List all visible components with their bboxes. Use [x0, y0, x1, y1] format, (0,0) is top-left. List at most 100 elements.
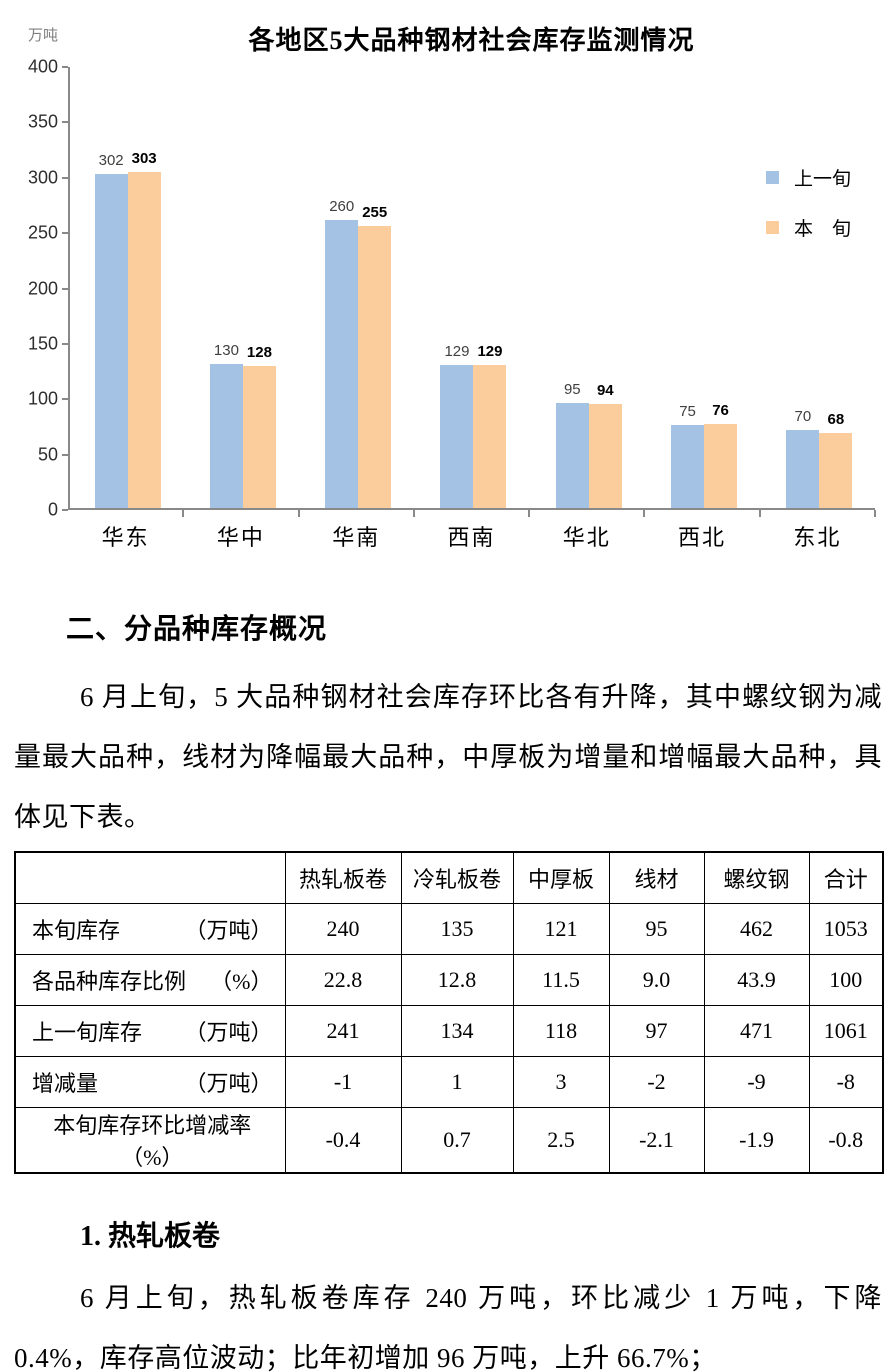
y-axis-tick-mark: [62, 342, 68, 345]
table-cell: 2.5: [512, 1106, 610, 1173]
y-axis-tick-label: 200: [27, 278, 58, 298]
chart-bar: 75: [671, 403, 705, 508]
bar-value-label: 128: [246, 344, 272, 362]
section-heading: 二、分品种库存概况: [66, 614, 328, 645]
legend-item: 上一旬: [766, 164, 851, 191]
table-cell: 9.0: [608, 953, 705, 1006]
plot-area: 302 303 130 128 260 255 129 129 95 94 75 76 70 68: [68, 67, 875, 510]
bar-value-label: 255: [362, 203, 388, 221]
x-axis-category-label: 华北: [562, 525, 611, 550]
x-axis-category-label: 华南: [332, 525, 381, 550]
table-cell: -1.9: [703, 1106, 810, 1173]
y-axis-tick-label: 150: [27, 333, 58, 354]
row-label-cell: 增减量 （万吨）: [14, 1055, 286, 1108]
table-cell: -9: [703, 1055, 810, 1108]
row-label-cell: 上一旬库存 （万吨）: [14, 1004, 286, 1057]
table-cell: -1: [284, 1055, 402, 1108]
table-cell: 1061: [808, 1004, 884, 1057]
bar-group: 70 68: [762, 67, 877, 508]
row-label: 增减量: [32, 1070, 99, 1096]
table-cell: 12.8: [400, 953, 514, 1006]
table-cell: 121: [512, 902, 610, 955]
row-label: 各品种库存比例: [32, 968, 187, 994]
chart-bar: 260: [325, 198, 359, 508]
table-row: 各品种库存比例 （%） 22.8 12.8 11.5 9.0 43.9 100: [14, 953, 884, 1006]
table-cell: 471: [703, 1004, 810, 1057]
bar-value-label: 94: [596, 381, 614, 399]
row-label: 本旬库存: [32, 917, 121, 943]
table-cell: 134: [400, 1004, 514, 1057]
table-cell: -0.4: [284, 1106, 402, 1173]
table-cell: 11.5: [512, 953, 610, 1006]
x-axis-tick-mark: [643, 510, 646, 517]
inventory-table: 热轧板卷 冷轧板卷 中厚板 线材 螺纹钢 合计 本旬库存 （万吨） 240 135 121 95 462…: [14, 851, 884, 1174]
subsection-paragraph: 6 月上旬，热轧板卷库存 240 万吨，环比减少 1 万吨，下降 0.4%，库存…: [14, 1282, 882, 1372]
table-row: 本旬库存 （万吨） 240 135 121 95 462 1053: [14, 902, 884, 955]
bar-value-label: 68: [827, 410, 845, 428]
table-cell: -2.1: [608, 1106, 705, 1173]
chart-bar: 128: [242, 344, 276, 508]
x-axis-tick-mark: [182, 510, 185, 517]
row-label-cell: 本旬库存 （万吨）: [14, 902, 286, 955]
legend-swatch: [766, 221, 779, 234]
bar-group: 95 94: [531, 67, 646, 508]
table-row: 上一旬库存 （万吨） 241 134 118 97 471 1061: [14, 1004, 884, 1057]
row-unit: （万吨）: [184, 1070, 273, 1096]
chart-bar: 130: [209, 342, 243, 508]
section-paragraph: 6 月上旬，5 大品种钢材社会库存环比各有升降，其中螺纹钢为减量最大品种，线材为…: [14, 682, 882, 832]
table-cell: 3: [512, 1055, 610, 1108]
chart-bar: 94: [588, 382, 622, 508]
x-axis-tick-mark: [758, 510, 761, 517]
bar-value-label: 95: [563, 380, 581, 398]
row-label-cell: 本旬库存环比增减率（%）: [14, 1106, 286, 1173]
y-axis-unit-label: 万吨: [28, 28, 59, 44]
x-axis-category-label: 西北: [678, 525, 727, 550]
bar-value-label: 129: [444, 343, 470, 361]
y-axis-tick-mark: [62, 398, 68, 401]
table-header-cell: 螺纹钢: [703, 851, 810, 904]
bar-group: 75 76: [646, 67, 761, 508]
chart-title: 各地区5大品种钢材社会库存监测情况: [248, 26, 695, 55]
bar-value-label: 75: [679, 402, 696, 420]
chart-bar: 129: [440, 343, 474, 508]
y-axis-tick-label: 400: [27, 56, 58, 77]
y-axis-tick-mark: [62, 121, 68, 124]
y-axis-tick-label: 250: [27, 222, 58, 243]
table-cell: 118: [512, 1004, 610, 1057]
chart-legend: 上一旬本 旬: [766, 164, 851, 241]
chart-bar: 68: [819, 411, 853, 508]
bar-group: 129 129: [416, 67, 531, 508]
table-header-cell: 线材: [608, 851, 705, 904]
chart-bar: 76: [704, 402, 738, 508]
regional-inventory-chart: 万吨 各地区5大品种钢材社会库存监测情况 302 303 130 128 260 255 1…: [0, 0, 896, 565]
table-cell: 462: [703, 902, 810, 955]
y-axis-tick-label: 350: [27, 111, 58, 132]
y-axis-tick-label: 300: [27, 167, 58, 188]
table-cell: 97: [608, 1004, 705, 1057]
x-axis-tick-mark: [412, 510, 415, 517]
x-axis-category-label: 华东: [101, 525, 150, 550]
table-cell: -8: [808, 1055, 884, 1108]
table-row: 增减量 （万吨） -1 1 3 -2 -9 -8: [14, 1055, 884, 1108]
table-cell: 1053: [808, 902, 884, 955]
legend-label: 本 旬: [794, 219, 852, 240]
y-axis-tick-label: 50: [37, 444, 58, 465]
bar-value-label: 303: [131, 150, 157, 168]
bar-value-label: 130: [213, 342, 239, 360]
table-header-cell: 冷轧板卷: [400, 851, 514, 904]
bar-value-label: 129: [477, 343, 503, 361]
bar-value-label: 302: [98, 151, 124, 169]
chart-bar: 95: [555, 381, 589, 508]
table-header-cell: 中厚板: [512, 851, 610, 904]
table-cell: -0.8: [808, 1106, 884, 1173]
row-label: 上一旬库存: [32, 1019, 143, 1045]
x-axis-category-label: 西南: [447, 525, 496, 550]
bar-group: 260 255: [301, 67, 416, 508]
table-header-cell: [14, 851, 286, 904]
row-unit: （万吨）: [184, 1019, 273, 1045]
table-cell: 241: [284, 1004, 402, 1057]
table-cell: 0.7: [400, 1106, 514, 1173]
table-header-cell: 热轧板卷: [284, 851, 402, 904]
x-axis-tick-mark: [874, 510, 876, 517]
table-header-cell: 合计: [808, 851, 884, 904]
